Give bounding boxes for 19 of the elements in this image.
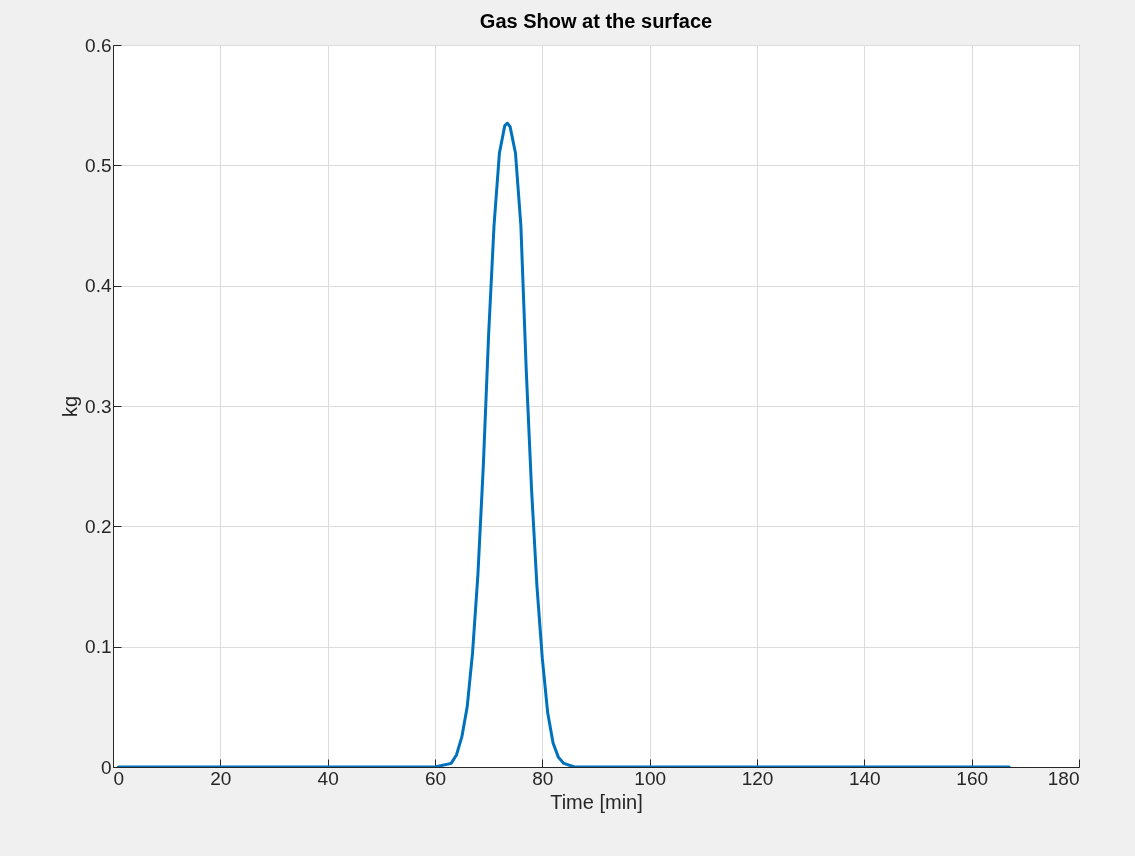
x-tick-label: 40 — [317, 767, 339, 789]
x-axis-title: Time [min] — [550, 790, 643, 813]
chart-title: Gas Show at the surface — [479, 10, 713, 32]
x-tick-label: 120 — [741, 767, 774, 789]
y-axis-title: kg — [59, 395, 82, 418]
y-tick-label: 0.3 — [85, 395, 112, 417]
y-tick-label: 0.2 — [85, 515, 112, 537]
y-tick-label: 0.1 — [85, 636, 112, 658]
line-series — [116, 121, 1011, 767]
y-tick-label: 0.6 — [85, 34, 112, 56]
x-tick-label: 20 — [210, 767, 232, 789]
x-tick-label: 60 — [424, 767, 447, 789]
x-tick-label: 160 — [956, 767, 989, 789]
x-tick-label: 100 — [634, 767, 667, 789]
x-tick-label: 80 — [532, 767, 554, 789]
x-tick-label: 180 — [1047, 767, 1080, 789]
y-tick-label: 0.5 — [85, 154, 112, 176]
x-tick-label: 140 — [848, 767, 881, 789]
y-tick-label: 0.4 — [85, 275, 112, 297]
